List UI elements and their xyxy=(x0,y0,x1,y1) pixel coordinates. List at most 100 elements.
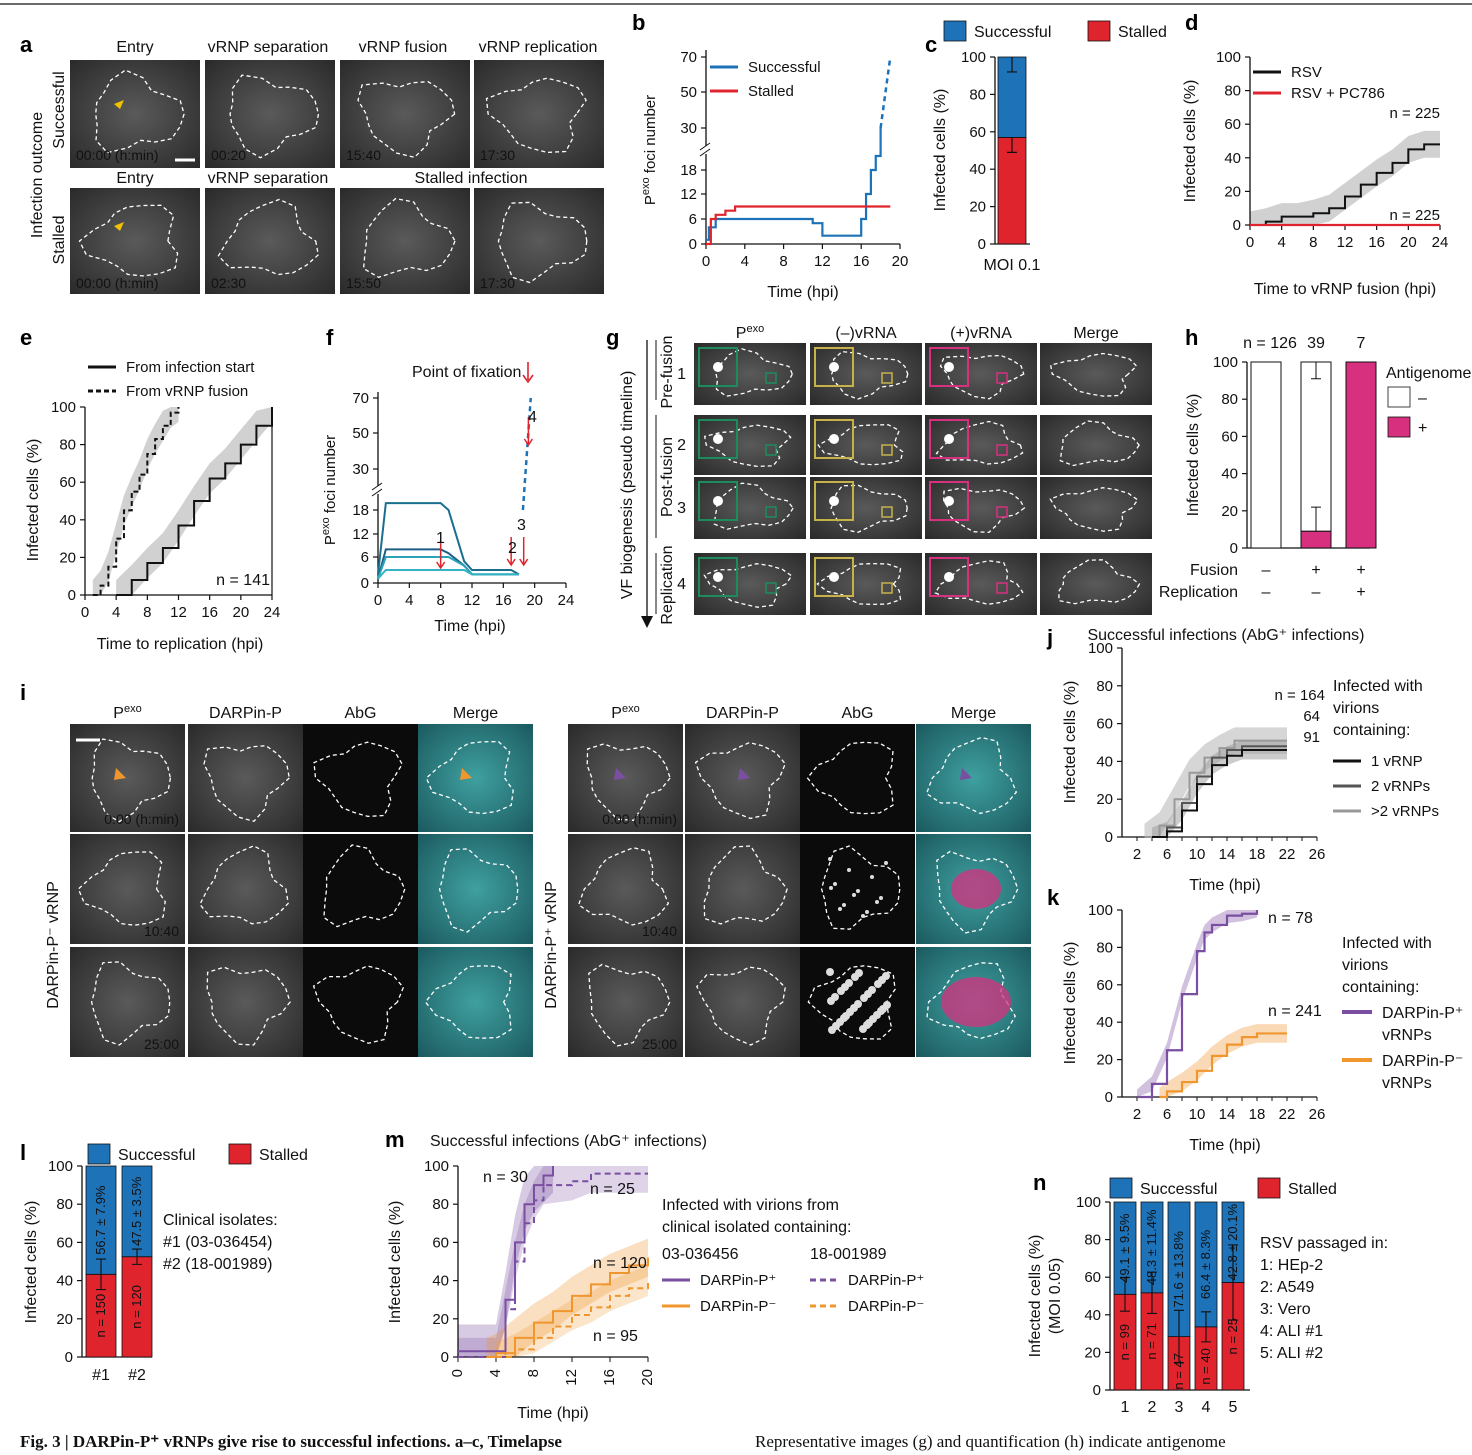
j-legend-2: 2 vRNPs xyxy=(1371,778,1430,795)
k-ci-band-minus xyxy=(1159,1024,1287,1097)
i-abg-spot xyxy=(875,900,879,904)
d-x-tick-label: 16 xyxy=(1368,234,1385,251)
a-row-successful: Successful xyxy=(51,71,68,148)
a-top-image xyxy=(474,60,604,168)
g-inset-spot xyxy=(944,572,954,582)
f-x-tick-label: 12 xyxy=(464,592,481,609)
m-y-tick-label: 20 xyxy=(432,1311,449,1328)
h-bar-negative xyxy=(1300,361,1332,532)
g-micrograph-outline xyxy=(703,424,792,468)
d-y-axis-label: Infected cells (%) xyxy=(1182,80,1199,203)
j-ci-band xyxy=(1152,740,1287,837)
b-y-tick-label: 30 xyxy=(680,120,697,137)
f-series-trace xyxy=(377,569,519,580)
i-micrograph xyxy=(188,947,303,1057)
e-series-infection-start xyxy=(116,407,273,596)
a-bottom-image xyxy=(70,188,200,294)
a-top-timestamp: 17:30 xyxy=(480,147,515,163)
l-legend-successful: Successful xyxy=(118,1147,195,1164)
a-row-stalled: Stalled xyxy=(51,216,68,265)
e-x-tick-label: 0 xyxy=(81,604,89,621)
g-micrograph-outline xyxy=(1049,487,1139,532)
a-bottom-image-outline xyxy=(497,201,588,284)
i-abg-spot xyxy=(870,875,874,879)
panel-label-a: a xyxy=(20,32,33,57)
c-error-bar xyxy=(1007,137,1017,153)
j-x-tick-label: 18 xyxy=(1249,846,1266,863)
k-x-tick-label: 2 xyxy=(1133,1106,1141,1123)
i-abg-spot xyxy=(826,968,834,976)
panel-n: 0 20 40 60 80 100 49.1 ± 9.5% n = 99 48.3 ± 11.4… xyxy=(1027,1177,1388,1416)
k-legend-title-line3: containing: xyxy=(1342,979,1419,996)
g-inset-box xyxy=(929,347,969,387)
n-legend-successful: Successful xyxy=(1140,1181,1217,1198)
i-micrograph-outline xyxy=(588,963,671,1047)
k-series-darpin-minus xyxy=(1159,1032,1287,1099)
g-inset-spot xyxy=(713,572,723,582)
i-micrograph xyxy=(418,834,533,944)
c-y-tick-label: 100 xyxy=(961,49,986,66)
j-y-axis-label: Infected cells (%) xyxy=(1062,681,1079,804)
i-micrograph-outline xyxy=(91,738,172,823)
n-x-tick-label: 3 xyxy=(1175,1399,1184,1416)
l-note-line: Clinical isolates: xyxy=(163,1212,278,1229)
a-bottom-image-outline xyxy=(78,204,179,277)
i-micrograph-outline xyxy=(806,741,894,815)
c-error-bar xyxy=(1007,57,1017,73)
g-inset-box xyxy=(814,419,854,459)
l-bar-stalled xyxy=(121,1256,153,1358)
f-trace-label: 4 xyxy=(528,409,537,426)
h-y-tick-label: 100 xyxy=(1213,354,1238,371)
n-error-bar xyxy=(1174,1309,1184,1364)
g-row-number: 3 xyxy=(677,500,686,517)
k-legend-title-line2: virions xyxy=(1342,957,1388,974)
f-y-tick-label: 70 xyxy=(352,390,369,407)
h-legend-positive: + xyxy=(1418,420,1427,437)
h-n-1: n = 126 xyxy=(1243,335,1297,352)
m-legend-minus-1: DARPin-P⁻ xyxy=(700,1298,776,1315)
m-n-3: n = 120 xyxy=(593,1255,647,1272)
l-legend-stalled-swatch xyxy=(228,1143,252,1165)
m-y-tick-label: 40 xyxy=(432,1273,449,1290)
i-col-label: Merge xyxy=(453,705,498,722)
f-fixation-arrow-icon xyxy=(519,537,529,567)
g-micrograph xyxy=(810,343,922,405)
m-y-tick-label: 100 xyxy=(424,1158,449,1175)
h-legend-negative-swatch xyxy=(1387,386,1411,408)
f-y-tick-label: 6 xyxy=(361,549,369,566)
d-y-tick-label: 40 xyxy=(1224,150,1241,167)
j-x-tick-label: 26 xyxy=(1309,846,1326,863)
j-x-tick-label: 14 xyxy=(1219,846,1236,863)
panel-label-d: d xyxy=(1185,10,1198,35)
h-replication-value: + xyxy=(1356,584,1365,601)
a-bottom-image-outline xyxy=(362,197,456,279)
m-x-tick-label: 12 xyxy=(563,1369,580,1386)
n-note-line: 1: HEp-2 xyxy=(1260,1257,1323,1274)
j-x-tick-label: 6 xyxy=(1163,846,1171,863)
g-inset-box xyxy=(698,347,738,387)
c-y-tick-label: 20 xyxy=(969,199,986,216)
panel-label-h: h xyxy=(1185,325,1198,350)
a-top-image xyxy=(205,60,335,168)
j-n-gt2: n = 164 xyxy=(1275,687,1325,704)
h-y-tick-label: 40 xyxy=(1221,466,1238,483)
k-legend-minus-line1: DARPin-P⁻ xyxy=(1382,1053,1463,1070)
n-y-tick-label: 0 xyxy=(1093,1382,1101,1399)
d-y-tick-label: 80 xyxy=(1224,83,1241,100)
m-title: Successful infections (AbG⁺ infections) xyxy=(430,1133,707,1150)
h-bar-positive xyxy=(1345,361,1377,549)
j-n-2: 64 xyxy=(1303,708,1320,725)
l-y-axis-label: Infected cells (%) xyxy=(23,1201,40,1324)
k-x-tick-label: 26 xyxy=(1309,1106,1326,1123)
j-y-tick-label: 20 xyxy=(1096,791,1113,808)
f-axis-break xyxy=(371,488,383,497)
m-legend-title-1: Infected with virions from xyxy=(662,1197,839,1214)
g-inset-box xyxy=(698,419,738,459)
e-y-tick-label: 0 xyxy=(68,587,76,604)
g-micrograph-outline xyxy=(1059,420,1140,467)
d-ci-band xyxy=(1250,130,1440,225)
n-note-line: 4: ALI #1 xyxy=(1260,1323,1323,1340)
i-abg-spot xyxy=(837,987,845,995)
n-note-line: 3: Vero xyxy=(1260,1301,1311,1318)
g-inset-spot xyxy=(829,362,839,372)
